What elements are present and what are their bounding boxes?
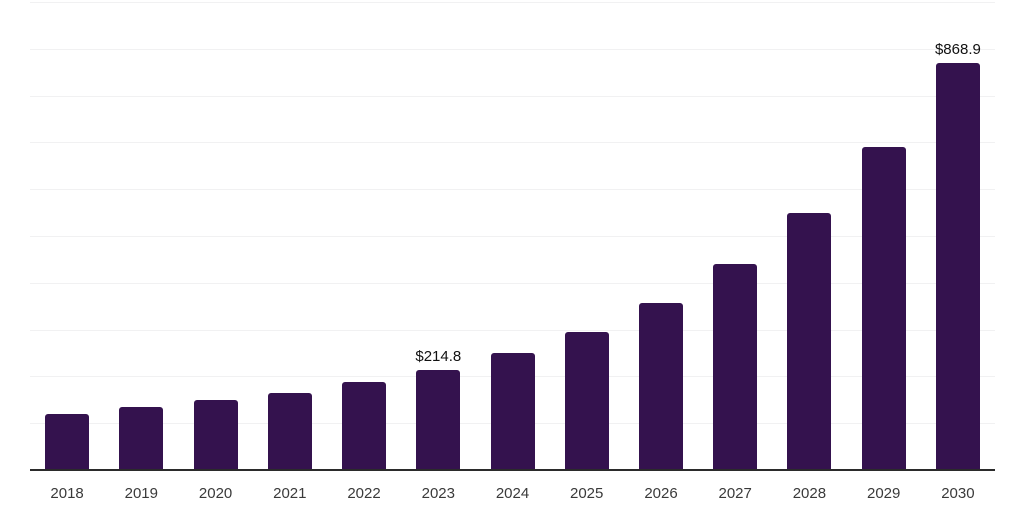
bar-2028[interactable] [787,212,832,470]
x-tick-label-2023: 2023 [421,485,455,502]
gridline [30,329,995,331]
gridline [30,48,995,50]
gridline [30,95,995,97]
x-tick-label-2020: 2020 [198,485,233,502]
x-axis-line [30,469,995,471]
bar-2029[interactable] [861,146,906,470]
x-tick-label-2018: 2018 [50,485,84,502]
bar-2020[interactable] [193,400,238,470]
x-tick-label-2028: 2028 [792,485,827,502]
x-tick-label-2019: 2019 [124,485,158,502]
bar-2022[interactable] [342,382,386,470]
gridline [30,282,995,284]
gridline [30,236,995,237]
x-tick-label-2025: 2025 [570,485,604,502]
bar-2030[interactable] [935,63,980,470]
x-tick-label-2021: 2021 [273,485,307,502]
x-tick-label-2026: 2026 [644,485,678,502]
bar-2023[interactable] [416,369,461,470]
x-tick-label-2027: 2027 [718,485,752,502]
x-tick-label-2022: 2022 [347,485,381,502]
value-label-2030: $868.9 [934,41,981,59]
bar-2021[interactable] [267,393,312,470]
bar-2019[interactable] [119,407,164,470]
bar-2024[interactable] [490,353,535,470]
bar-2018[interactable] [45,414,90,470]
x-tick-label-2024: 2024 [495,485,530,502]
bar-2026[interactable] [639,303,683,470]
gridline [30,2,995,3]
gridline [30,189,995,191]
gridline [30,142,995,144]
bar-2027[interactable] [713,263,758,470]
x-tick-label-2030: 2030 [941,485,975,502]
value-label-2023: $214.8 [415,347,462,365]
bar-2025[interactable] [564,331,609,470]
x-tick-label-2029: 2029 [867,485,901,502]
